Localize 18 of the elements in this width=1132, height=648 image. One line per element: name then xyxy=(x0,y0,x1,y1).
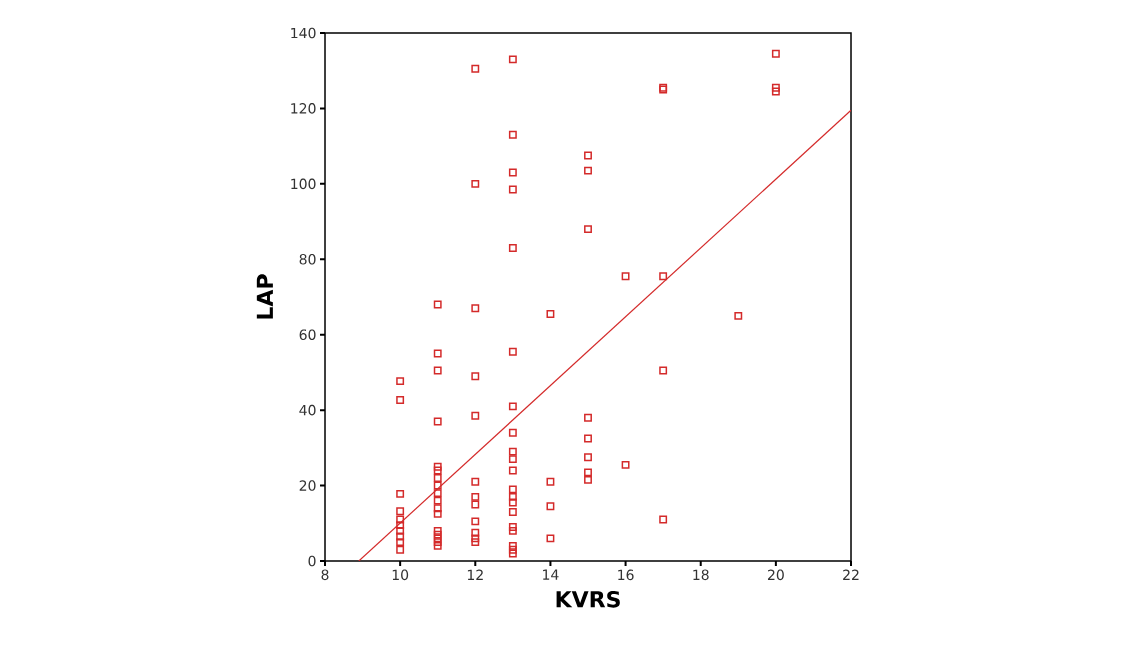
x-tick-label: 8 xyxy=(321,569,329,581)
x-tick-label: 18 xyxy=(693,569,709,581)
x-tick-label: 14 xyxy=(543,569,559,580)
y-tick-label: 80 xyxy=(299,253,316,265)
y-tick-label: 40 xyxy=(299,404,316,416)
y-tick-label: 20 xyxy=(299,480,316,491)
x-tick-label: 16 xyxy=(618,569,634,581)
y-tick-label: 0 xyxy=(308,555,316,567)
y-tick-label: 100 xyxy=(291,178,316,190)
x-tick-label: 22 xyxy=(843,569,859,580)
y-tick-label: 120 xyxy=(291,103,316,114)
x-tick-label: 20 xyxy=(767,569,784,581)
x-tick-label: 12 xyxy=(467,569,483,580)
x-tick-label: 10 xyxy=(392,569,409,581)
y-tick-label: 140 xyxy=(291,27,316,39)
x-axis-title: KVRS xyxy=(556,590,620,608)
y-axis-title: LAP xyxy=(256,274,273,319)
y-tick-label: 60 xyxy=(299,329,316,341)
